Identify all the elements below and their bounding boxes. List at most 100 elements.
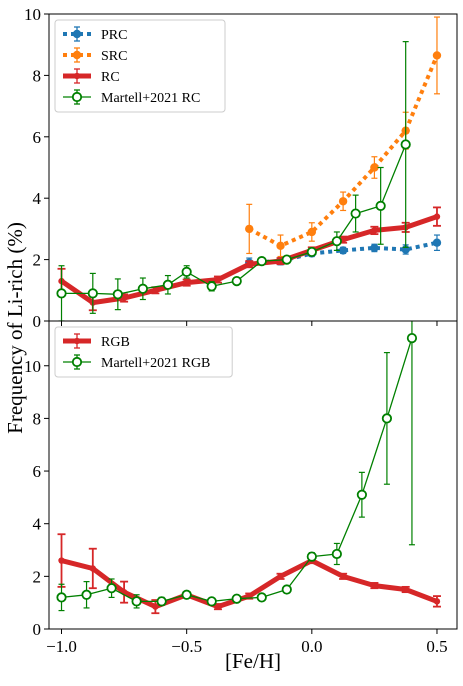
y-tick-label-bottom: 8 xyxy=(33,409,42,428)
data-point-martell-2021-rc xyxy=(281,254,292,265)
y-tick-label-bottom: 2 xyxy=(33,567,42,586)
data-point-martell-2021-rgb xyxy=(131,596,142,607)
data-point-rgb xyxy=(402,586,409,593)
legend-item-martell-2021-rgb: Martell+2021 RGB xyxy=(63,354,210,371)
data-point-src xyxy=(276,241,285,250)
legend-label-rgb: RGB xyxy=(101,335,130,350)
y-tick-label-top: 4 xyxy=(33,189,42,208)
data-point-rgb xyxy=(433,598,441,605)
data-point-martell-2021-rc xyxy=(375,200,386,211)
data-point-martell-2021-rgb xyxy=(181,589,192,600)
legend-marker-src xyxy=(72,50,82,60)
legend-item-src: SRC xyxy=(63,47,127,64)
legend-label-martell-2021-rc: Martell+2021 RC xyxy=(101,91,200,106)
data-point-martell-2021-rgb xyxy=(356,489,367,500)
data-point-martell-2021-rgb xyxy=(256,592,267,603)
data-point-martell-2021-rgb xyxy=(306,551,317,562)
series-rgb xyxy=(57,533,441,615)
y-tick-label-bottom: 4 xyxy=(33,515,42,534)
panel-bottom-plot xyxy=(56,321,441,615)
series-line-rgb xyxy=(59,558,440,610)
data-point-martell-2021-rgb xyxy=(106,583,117,594)
data-point-martell-2021-rc xyxy=(231,275,242,287)
legend-item-martell-2021-rc: Martell+2021 RC xyxy=(63,89,200,106)
data-point-prc xyxy=(370,243,379,253)
data-point-martell-2021-rgb xyxy=(381,413,393,424)
data-point-rgb xyxy=(277,573,284,580)
y-tick-label-bottom: 0 xyxy=(33,620,42,639)
data-point-martell-2021-rgb xyxy=(156,596,167,607)
data-point-rc xyxy=(183,279,190,286)
legend-marker-martell-2021-rc xyxy=(71,91,83,103)
data-point-martell-2021-rc xyxy=(162,279,173,290)
data-point-martell-2021-rc xyxy=(256,256,267,267)
data-point-rgb xyxy=(371,582,378,589)
legend-label-prc: PRC xyxy=(101,28,127,43)
y-tick-label-top: 0 xyxy=(33,312,42,331)
data-point-rgb xyxy=(58,557,65,564)
legend-item-rgb: RGB xyxy=(63,333,130,350)
legend-marker-rc xyxy=(73,72,81,80)
series-line-src xyxy=(248,54,439,248)
legend-box-top xyxy=(54,19,226,113)
series-line-martell-2021-rgb xyxy=(60,337,413,603)
data-point-src xyxy=(338,197,348,206)
x-tick-label: −1.0 xyxy=(46,637,77,656)
y-tick-label-top: 8 xyxy=(33,66,42,85)
data-point-martell-2021-rgb xyxy=(81,589,92,600)
data-point-martell-2021-rc xyxy=(56,288,67,299)
data-point-rc xyxy=(214,276,222,283)
data-point-martell-2021-rgb xyxy=(56,592,67,603)
series-src xyxy=(245,16,442,258)
y-tick-label-top: 2 xyxy=(33,251,42,270)
panel-bottom-frame xyxy=(48,320,458,630)
data-point-martell-2021-rgb xyxy=(406,333,418,344)
data-point-martell-2021-rgb xyxy=(331,548,342,560)
y-tick-label-top: 10 xyxy=(24,5,41,24)
y-axis-label: Frequency of Li-rich (%) xyxy=(3,222,27,434)
data-point-martell-2021-rc xyxy=(306,246,317,258)
y-tick-label-bottom: 10 xyxy=(24,357,41,376)
data-point-martell-2021-rc xyxy=(181,266,192,277)
legend-bottom: RGB Martell+2021 RGB xyxy=(54,326,233,378)
data-point-src xyxy=(307,227,317,237)
y-tick-label-bottom: 6 xyxy=(33,462,42,481)
data-point-src xyxy=(370,163,379,172)
legend-box-bottom xyxy=(54,326,233,378)
data-point-martell-2021-rc xyxy=(331,236,342,247)
x-tick-label: −0.5 xyxy=(171,637,202,656)
series-martell-2021-rc xyxy=(56,41,411,321)
legend-label-martell-2021-rgb: Martell+2021 RGB xyxy=(101,356,210,371)
data-point-rc xyxy=(433,213,441,220)
data-point-rc xyxy=(246,261,253,268)
data-point-martell-2021-rc xyxy=(400,139,411,150)
legend-item-rc: RC xyxy=(63,68,120,85)
legend-marker-prc xyxy=(72,29,82,39)
data-point-martell-2021-rc xyxy=(87,288,98,299)
data-point-rc xyxy=(371,227,378,234)
data-point-src xyxy=(432,51,442,60)
legend-item-prc: PRC xyxy=(63,26,127,43)
data-point-rc xyxy=(152,287,159,294)
data-point-rgb xyxy=(339,573,347,580)
series-martell-2021-rgb xyxy=(56,321,418,612)
legend-marker-rgb xyxy=(73,337,81,345)
legend-label-src: SRC xyxy=(101,49,127,64)
data-point-rgb xyxy=(214,603,222,610)
data-point-src xyxy=(245,224,254,234)
data-point-prc xyxy=(432,238,442,247)
data-point-martell-2021-rgb xyxy=(281,584,292,595)
legend-marker-martell-2021-rgb xyxy=(71,356,83,368)
data-point-martell-2021-rc xyxy=(350,208,361,219)
y-tick-label-top: 6 xyxy=(33,128,42,147)
data-point-martell-2021-rc xyxy=(112,289,123,300)
data-point-prc xyxy=(338,246,348,255)
panel-top-plot xyxy=(56,16,442,321)
data-point-rgb xyxy=(89,565,97,572)
data-point-martell-2021-rgb xyxy=(231,593,242,604)
data-point-rc xyxy=(120,294,128,302)
x-axis-label: [Fe/H] xyxy=(225,649,281,673)
legend-label-rc: RC xyxy=(101,70,120,85)
